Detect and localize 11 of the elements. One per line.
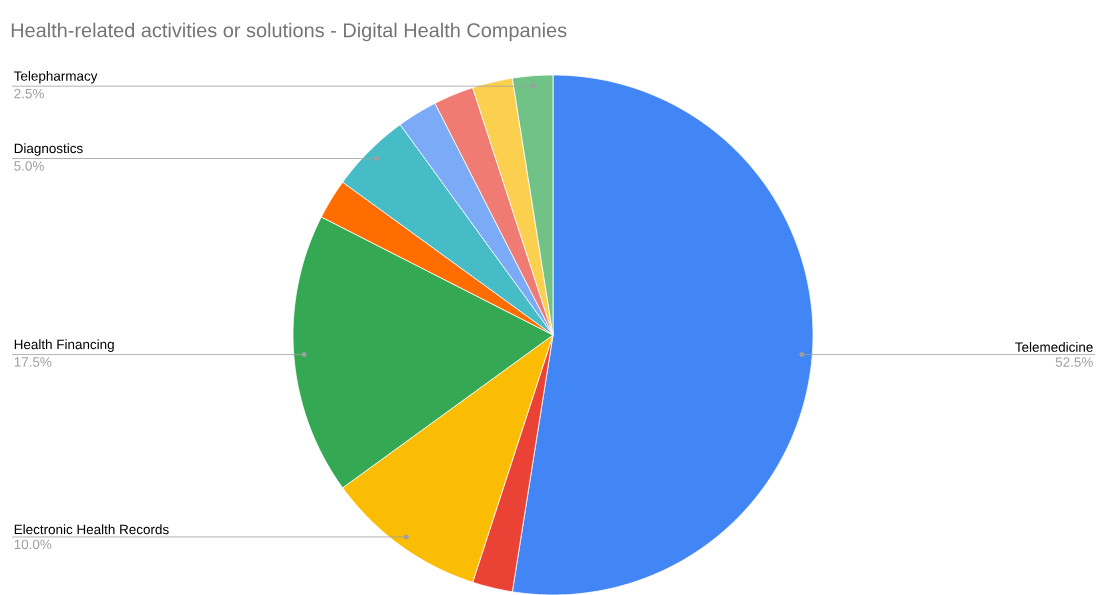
slice-label: Electronic Health Records <box>14 524 169 535</box>
slice-label: Telemedicine <box>1015 341 1093 352</box>
data-label: 5.0% <box>14 161 44 171</box>
data-label: 2.5% <box>14 88 44 99</box>
chart-title: Health-related activities or solutions - Digital Health Companies <box>11 22 567 42</box>
slice-label: Telepharmacy <box>14 70 98 84</box>
data-label: 17.5% <box>14 357 52 367</box>
data-label: 10.0% <box>14 539 52 550</box>
slice-label: Health Financing <box>14 339 114 352</box>
slice-label: Diagnostics <box>14 143 83 156</box>
data-label: 52.5% <box>1055 357 1093 367</box>
